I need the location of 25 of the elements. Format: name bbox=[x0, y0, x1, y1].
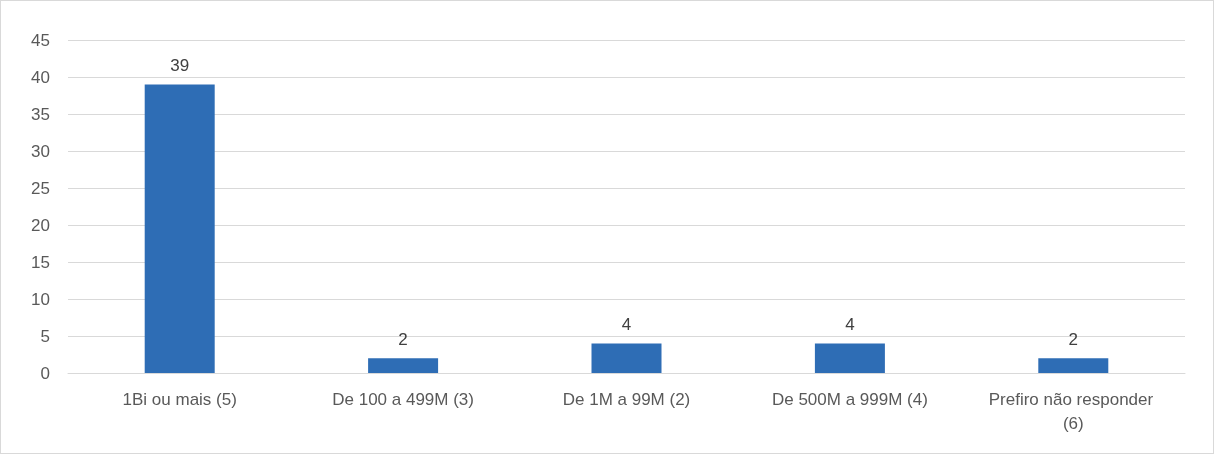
bar bbox=[591, 343, 662, 373]
data-label: 4 bbox=[621, 315, 632, 335]
bar bbox=[144, 84, 215, 373]
bar bbox=[1038, 358, 1109, 373]
y-tick-label: 45 bbox=[31, 30, 50, 50]
x-tick-label: Prefiro não responder (6) bbox=[988, 389, 1158, 433]
y-tick-label: 15 bbox=[31, 252, 50, 272]
y-tick-label: 10 bbox=[31, 289, 50, 309]
y-tick-label: 35 bbox=[31, 104, 50, 124]
y-tick-label: 40 bbox=[31, 67, 50, 87]
y-tick-label: 30 bbox=[31, 141, 50, 161]
x-tick-label: 1Bi ou mais (5) bbox=[122, 389, 237, 409]
bar bbox=[368, 358, 439, 373]
y-tick-label: 25 bbox=[31, 178, 50, 198]
y-tick-label: 20 bbox=[31, 215, 50, 235]
x-tick-label: De 1M a 99M (2) bbox=[562, 389, 691, 409]
data-label: 4 bbox=[845, 315, 855, 335]
data-label: 2 bbox=[398, 330, 408, 350]
data-label: 39 bbox=[170, 56, 190, 76]
x-tick-label: De 500M a 999M (4) bbox=[771, 389, 928, 409]
y-tick-label: 0 bbox=[40, 363, 50, 383]
x-tick-label: De 100 a 499M (3) bbox=[332, 389, 474, 409]
y-tick-label: 5 bbox=[40, 326, 50, 346]
bar bbox=[814, 343, 885, 373]
data-label: 2 bbox=[1068, 330, 1079, 350]
